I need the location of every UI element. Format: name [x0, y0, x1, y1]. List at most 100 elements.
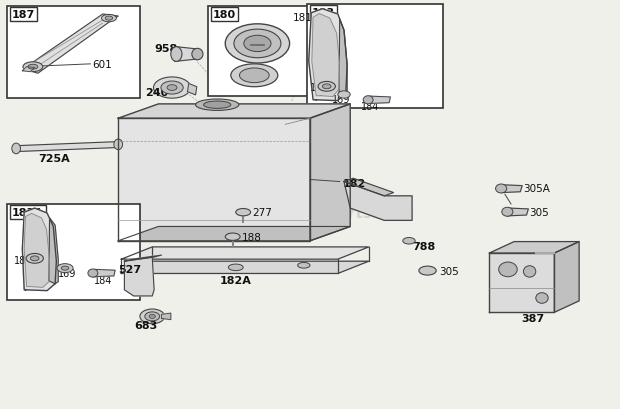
Ellipse shape: [419, 266, 436, 275]
Ellipse shape: [338, 92, 350, 99]
Polygon shape: [118, 119, 310, 241]
Text: 387: 387: [521, 313, 544, 323]
Polygon shape: [310, 105, 350, 241]
Polygon shape: [508, 209, 528, 216]
Polygon shape: [502, 185, 522, 193]
Polygon shape: [175, 47, 198, 62]
Ellipse shape: [318, 82, 335, 92]
Text: 180: 180: [213, 10, 236, 20]
Ellipse shape: [28, 65, 38, 70]
Polygon shape: [22, 209, 56, 291]
Bar: [307, 5, 443, 109]
Ellipse shape: [171, 47, 182, 62]
Polygon shape: [312, 15, 340, 97]
Ellipse shape: [203, 102, 231, 109]
Text: 305A: 305A: [523, 184, 551, 194]
Ellipse shape: [149, 315, 156, 319]
Polygon shape: [118, 227, 350, 241]
Polygon shape: [13, 142, 122, 152]
Ellipse shape: [298, 263, 310, 268]
Text: 169: 169: [332, 94, 351, 104]
Text: 305: 305: [529, 207, 549, 217]
Polygon shape: [489, 254, 554, 312]
Polygon shape: [554, 242, 579, 312]
Polygon shape: [369, 97, 391, 104]
Ellipse shape: [498, 263, 517, 277]
Ellipse shape: [26, 254, 43, 264]
Ellipse shape: [239, 69, 269, 83]
Polygon shape: [309, 10, 347, 101]
Text: 725A: 725A: [38, 154, 69, 164]
Ellipse shape: [154, 78, 190, 99]
Text: 683: 683: [135, 321, 157, 330]
Polygon shape: [339, 20, 347, 98]
Text: 958: 958: [154, 43, 177, 53]
Text: 240: 240: [146, 88, 169, 97]
Ellipse shape: [244, 36, 271, 52]
Text: 169: 169: [58, 268, 77, 278]
Polygon shape: [344, 182, 412, 221]
Ellipse shape: [225, 25, 290, 64]
Text: 527: 527: [118, 264, 141, 274]
Ellipse shape: [57, 264, 73, 273]
Ellipse shape: [114, 140, 123, 150]
Ellipse shape: [536, 293, 548, 303]
Ellipse shape: [502, 208, 513, 217]
Ellipse shape: [102, 16, 117, 23]
Polygon shape: [22, 67, 35, 72]
Ellipse shape: [322, 85, 331, 90]
Text: 277: 277: [252, 208, 272, 218]
Ellipse shape: [363, 97, 373, 105]
Ellipse shape: [88, 269, 98, 277]
Ellipse shape: [236, 209, 250, 216]
Polygon shape: [49, 218, 58, 284]
Ellipse shape: [61, 266, 69, 270]
Text: 181: 181: [293, 13, 312, 23]
Polygon shape: [344, 179, 394, 196]
Ellipse shape: [12, 144, 20, 154]
Text: 601: 601: [92, 60, 112, 70]
Text: 184: 184: [94, 275, 112, 285]
Polygon shape: [25, 15, 118, 74]
Bar: [7, 7, 140, 99]
Ellipse shape: [403, 238, 415, 245]
Text: 188: 188: [242, 232, 262, 242]
Text: 182A: 182A: [220, 275, 252, 285]
Text: 183: 183: [312, 8, 335, 18]
Polygon shape: [122, 262, 369, 274]
Polygon shape: [122, 247, 369, 260]
Ellipse shape: [231, 65, 278, 88]
Ellipse shape: [161, 82, 183, 95]
Text: 187: 187: [12, 10, 35, 20]
Text: 788: 788: [412, 241, 435, 252]
Ellipse shape: [225, 234, 240, 241]
Ellipse shape: [145, 312, 160, 321]
Ellipse shape: [140, 309, 165, 324]
Ellipse shape: [495, 184, 507, 193]
Bar: [7, 204, 140, 300]
Polygon shape: [118, 105, 350, 119]
Polygon shape: [24, 214, 50, 288]
Ellipse shape: [105, 17, 113, 21]
Text: 185: 185: [14, 255, 33, 265]
Polygon shape: [125, 258, 154, 296]
Text: 182: 182: [343, 178, 366, 188]
Text: 183A: 183A: [12, 208, 43, 218]
Text: 184: 184: [361, 102, 379, 112]
Polygon shape: [125, 256, 162, 262]
Polygon shape: [94, 270, 115, 277]
Bar: [208, 7, 322, 97]
Ellipse shape: [228, 265, 243, 271]
Ellipse shape: [195, 100, 239, 111]
Text: 305: 305: [439, 266, 458, 276]
Ellipse shape: [523, 266, 536, 277]
Text: eReplacementParts.com: eReplacementParts.com: [206, 205, 414, 220]
Ellipse shape: [30, 256, 39, 261]
Text: 185: 185: [310, 83, 329, 92]
Ellipse shape: [167, 85, 177, 91]
Polygon shape: [187, 84, 197, 96]
Ellipse shape: [234, 30, 281, 58]
Polygon shape: [162, 313, 171, 320]
Ellipse shape: [192, 49, 203, 61]
Polygon shape: [489, 242, 579, 254]
